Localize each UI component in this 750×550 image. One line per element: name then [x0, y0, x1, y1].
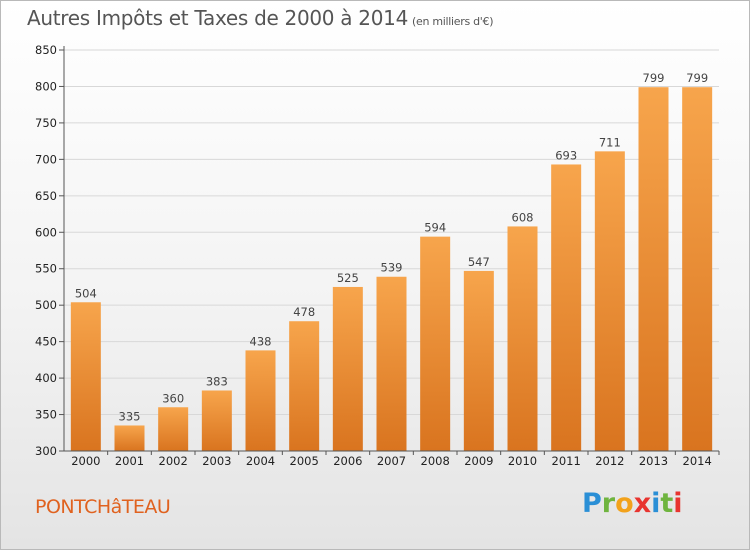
data-label: 539 [381, 261, 403, 275]
bar[interactable] [158, 407, 189, 451]
bar[interactable] [289, 321, 320, 451]
y-tick-label: 450 [35, 335, 57, 349]
y-tick-label: 350 [35, 408, 57, 422]
data-label: 525 [337, 271, 359, 285]
x-tick-label: 2013 [639, 454, 668, 468]
y-tick-label: 300 [35, 444, 57, 458]
data-label: 594 [424, 221, 446, 235]
bar[interactable] [201, 390, 232, 451]
chart-unit: (en milliers d'€) [412, 15, 494, 28]
logo-letter: i [673, 488, 683, 519]
bar[interactable] [376, 276, 407, 451]
bar[interactable] [594, 151, 625, 452]
chart-title-text: Autres Impôts et Taxes de 2000 à 2014 [27, 6, 408, 30]
bar[interactable] [420, 236, 451, 451]
data-label: 547 [468, 255, 490, 269]
commune-name: PONTCHâTEAU [35, 496, 171, 518]
logo-letter: t [660, 488, 674, 519]
y-tick-label: 750 [35, 116, 57, 130]
x-tick-label: 2014 [683, 454, 712, 468]
data-label: 799 [686, 71, 708, 85]
bar[interactable] [463, 270, 494, 451]
data-label: 360 [162, 391, 184, 405]
bar[interactable] [507, 226, 538, 451]
x-tick-label: 2002 [159, 454, 188, 468]
bar[interactable] [638, 87, 669, 451]
labels: 300 350 400 450 500 550 600 650 700 750 800 850 504 2… [35, 43, 712, 468]
data-label: 799 [643, 71, 665, 85]
x-tick-label: 2001 [115, 454, 144, 468]
data-label: 711 [599, 135, 621, 149]
y-tick-label: 850 [35, 43, 57, 57]
y-tick-label: 550 [35, 262, 57, 276]
y-tick-label: 400 [35, 371, 57, 385]
x-tick-label: 2005 [290, 454, 319, 468]
x-tick-label: 2003 [202, 454, 231, 468]
data-label: 438 [250, 334, 272, 348]
logo-letter: x [633, 488, 652, 519]
bar[interactable] [551, 164, 582, 451]
bar[interactable] [114, 425, 145, 451]
bars [70, 87, 713, 452]
bar[interactable] [332, 286, 363, 451]
logo-letter: P [582, 488, 602, 519]
x-tick-label: 2004 [246, 454, 275, 468]
y-tick-label: 600 [35, 225, 57, 239]
x-tick-label: 2006 [333, 454, 362, 468]
axes [59, 46, 720, 455]
data-label: 693 [555, 148, 577, 162]
data-label: 383 [206, 374, 228, 388]
x-tick-label: 2010 [508, 454, 537, 468]
x-tick-label: 2007 [377, 454, 406, 468]
proxiti-logo[interactable]: Proxiti [582, 488, 683, 519]
chart-title: Autres Impôts et Taxes de 2000 à 2014 (en… [27, 6, 493, 30]
x-tick-label: 2000 [71, 454, 100, 468]
data-label: 504 [75, 286, 97, 300]
logo-letter: o [615, 488, 634, 519]
x-tick-label: 2011 [552, 454, 581, 468]
x-tick-label: 2012 [595, 454, 624, 468]
data-label: 608 [512, 210, 534, 224]
bar[interactable] [682, 87, 713, 451]
x-tick-label: 2009 [464, 454, 493, 468]
y-tick-label: 800 [35, 79, 57, 93]
data-label: 335 [119, 409, 141, 423]
y-tick-label: 650 [35, 189, 57, 203]
y-tick-label: 700 [35, 152, 57, 166]
logo-letter: i [651, 488, 661, 519]
data-label: 478 [293, 305, 315, 319]
logo-letter: r [601, 488, 616, 519]
bar[interactable] [245, 350, 276, 451]
x-tick-label: 2008 [421, 454, 450, 468]
bar[interactable] [70, 302, 101, 451]
y-tick-label: 500 [35, 298, 57, 312]
